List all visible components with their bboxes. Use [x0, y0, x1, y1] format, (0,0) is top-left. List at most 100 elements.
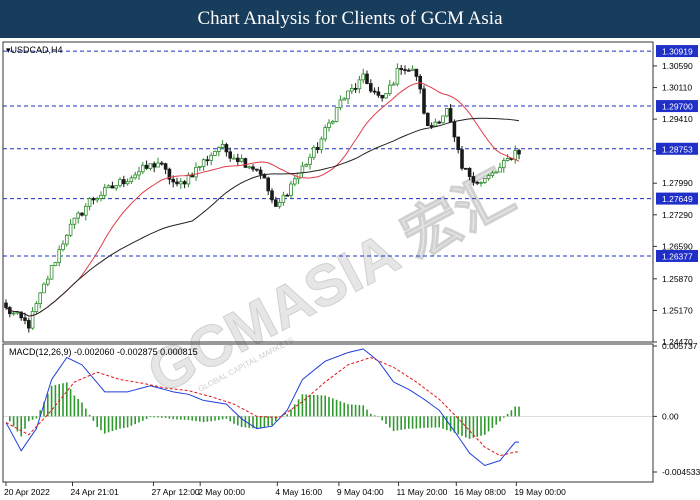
bear-candle	[399, 67, 403, 70]
price-panel-border	[2, 41, 654, 343]
bull-candle	[133, 174, 138, 179]
price-tick-label: 1.24470	[662, 337, 693, 347]
macd-signal-line	[5, 356, 519, 457]
bull-candle	[201, 159, 206, 167]
level-tag	[656, 249, 698, 262]
bull-candle	[300, 165, 305, 174]
macd-tick-label: -0.004533	[662, 467, 700, 477]
bear-candle	[182, 181, 187, 185]
time-tick-label: 20 Apr 2022	[4, 487, 50, 497]
current-price-label: 1.28753	[662, 144, 693, 154]
bear-candle	[224, 144, 229, 153]
bear-candle	[372, 90, 377, 93]
bear-candle	[266, 177, 270, 192]
ma-slow-line	[5, 117, 520, 317]
bull-candle	[319, 138, 324, 151]
bull-candle	[99, 194, 103, 199]
bear-candle	[285, 194, 289, 197]
macd-line	[5, 348, 519, 467]
price-tick-label: 1.25170	[662, 305, 693, 315]
bear-candle	[205, 159, 210, 162]
bull-candle	[384, 93, 388, 99]
bull-candle	[46, 278, 50, 285]
bear-candle	[258, 169, 263, 175]
symbol-label: ▾USDCAD,H4	[6, 45, 63, 55]
bull-candle	[140, 164, 145, 173]
bear-candle	[235, 157, 240, 162]
bear-candle	[422, 88, 426, 114]
bull-candle	[42, 283, 46, 294]
bear-candle	[152, 163, 157, 168]
bull-candle	[490, 172, 495, 176]
bear-candle	[315, 147, 320, 151]
bull-candle	[361, 73, 365, 81]
macd-panel: 0.005737 0.00 -0.004533	[3, 341, 700, 477]
bull-candle	[186, 175, 191, 185]
bull-candle	[232, 157, 236, 160]
bull-candle	[84, 205, 88, 216]
bull-candle	[178, 181, 183, 185]
bull-candle	[114, 185, 119, 189]
level-label: 1.26377	[662, 251, 693, 261]
bull-candle	[486, 175, 491, 179]
bull-candle	[311, 147, 316, 158]
price-axis: 1.305901.301101.294101.287101.279901.272…	[653, 45, 698, 347]
bull-candle	[277, 201, 282, 207]
bull-candle	[209, 154, 214, 161]
bull-candle	[65, 234, 69, 245]
bull-candle	[220, 144, 225, 148]
bear-candle	[23, 317, 27, 321]
bear-candle	[254, 168, 259, 171]
time-tick-label: 16 May 08:00	[454, 487, 506, 497]
bear-candle	[448, 108, 453, 123]
level-label: 1.27649	[662, 194, 693, 204]
price-tick-label: 1.30590	[662, 61, 693, 71]
time-tick-label: 11 May 20:00	[397, 487, 448, 497]
bull-candle	[11, 312, 16, 315]
bear-candle	[406, 69, 411, 72]
level-tag	[656, 192, 698, 205]
price-tick-label: 1.27990	[662, 178, 693, 188]
price-tick-label: 1.29410	[662, 114, 693, 124]
bear-candle	[26, 320, 31, 329]
time-axis: 20 Apr 2022 24 Apr 21:01 27 Apr 12:002 May…	[4, 482, 566, 497]
bear-candle	[353, 88, 358, 90]
bull-candle	[125, 181, 130, 185]
bull-candle	[498, 167, 502, 173]
bull-candle	[118, 179, 122, 187]
bear-candle	[228, 151, 233, 159]
bear-candle	[475, 181, 479, 184]
bull-candle	[57, 249, 61, 263]
chart-header	[0, 0, 700, 38]
bull-candle	[194, 166, 198, 178]
bull-candle	[494, 171, 498, 174]
bear-candle	[467, 167, 472, 177]
bear-candle	[171, 178, 176, 183]
bear-candle	[144, 164, 149, 169]
bull-candle	[304, 164, 308, 167]
bear-candle	[437, 121, 441, 124]
bull-candle	[479, 182, 483, 184]
bull-candle	[34, 303, 39, 312]
bull-candle	[292, 178, 297, 185]
bull-candle	[129, 177, 134, 183]
level-lines	[3, 50, 653, 257]
macd-label: MACD(12,26,9) -0.002060 -0.002875 0.0008…	[9, 347, 198, 357]
bull-candle	[103, 187, 107, 196]
bear-candle	[167, 168, 172, 180]
price-tick-label: 1.25870	[662, 274, 693, 284]
bull-candle	[72, 217, 77, 225]
bear-candle	[429, 125, 434, 127]
bull-candle	[61, 243, 65, 251]
bear-candle	[460, 149, 464, 169]
bear-candle	[159, 162, 164, 165]
bear-candle	[251, 166, 255, 170]
bear-candle	[110, 185, 115, 189]
time-tick-label: 24 Apr 21:01	[71, 487, 119, 497]
bear-candle	[190, 175, 195, 178]
bull-candle	[68, 223, 73, 236]
candles	[4, 63, 521, 333]
bear-candle	[368, 83, 373, 92]
level-tag	[656, 100, 698, 113]
